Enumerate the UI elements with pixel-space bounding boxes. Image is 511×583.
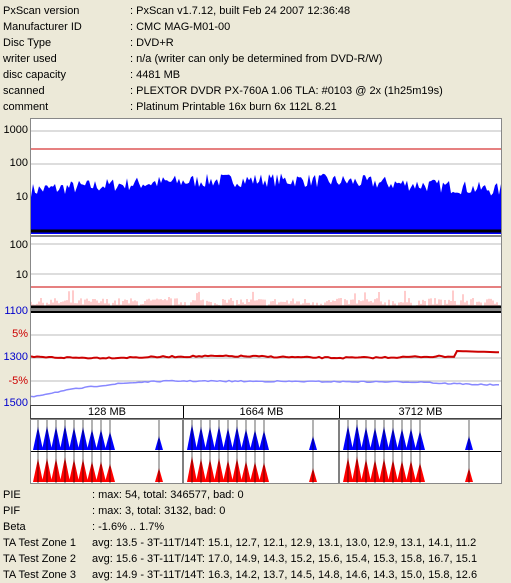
stat-key: Beta [3, 521, 26, 533]
info-key: Disc Type [3, 37, 52, 49]
info-row-capacity: disc capacity : 4481 MB [0, 67, 511, 83]
info-row-scanned: scanned : PLEXTOR DVDR PX-760A 1.06 TLA:… [0, 83, 511, 99]
jitter-graph [31, 311, 501, 398]
info-key: disc capacity [3, 69, 66, 81]
stat-row-beta: Beta : -1.6% .. 1.7% [0, 519, 511, 535]
info-value: : n/a (writer can only be determined fro… [130, 53, 383, 65]
pie-axis-label: 100 [9, 157, 28, 169]
zone-label: 1664 MB [239, 406, 284, 418]
zone-separator [339, 406, 340, 418]
beta-axis-label: 5% [12, 328, 28, 340]
zone-label: 3712 MB [398, 406, 443, 418]
info-value: : CMC MAG-M01-00 [130, 21, 231, 33]
info-key: Manufacturer ID [3, 21, 82, 33]
zone-separator [183, 406, 184, 418]
info-key: scanned [3, 85, 45, 97]
jitter-line [31, 379, 500, 398]
pie-plot [30, 118, 502, 236]
stat-value: : max: 3, total: 3132, bad: 0 [92, 505, 226, 517]
pif-graph [31, 243, 501, 309]
stat-key: TA Test Zone 1 [3, 537, 76, 549]
info-key: PxScan version [3, 5, 80, 17]
pie-axis-label: 1000 [3, 124, 28, 136]
pif-axis-label: 100 [9, 239, 28, 251]
stat-key: TA Test Zone 3 [3, 569, 76, 581]
beta-line [31, 349, 500, 360]
stat-row-pif: PIF : max: 3, total: 3132, bad: 0 [0, 503, 511, 519]
info-key: comment [3, 101, 49, 113]
stat-row-ta-zone-3: TA Test Zone 3 avg: 14.9 - 3T-11T/14T: 1… [0, 567, 511, 583]
info-value: : PLEXTOR DVDR PX-760A 1.06 TLA: #0103 @… [130, 85, 443, 97]
beta-axis-label: -5% [8, 375, 28, 387]
info-row-writer: writer used : n/a (writer can only be de… [0, 51, 511, 67]
ta-histogram [31, 420, 501, 483]
stat-key: PIF [3, 505, 21, 517]
stat-value: : max: 54, total: 346577, bad: 0 [92, 489, 244, 501]
stat-value: avg: 15.6 - 3T-11T/14T: 17.0, 14.9, 14.3… [92, 553, 478, 565]
info-value: : Platinum Printable 16x burn 6x 112L 8.… [130, 101, 337, 113]
pie-axis-label: 10 [15, 191, 28, 203]
jitter-plot [30, 310, 502, 406]
info-row-manufacturer: Manufacturer ID : CMC MAG-M01-00 [0, 19, 511, 35]
stat-row-ta-zone-1: TA Test Zone 1 avg: 13.5 - 3T-11T/14T: 1… [0, 535, 511, 551]
pif-plot [30, 236, 502, 310]
stat-value: avg: 14.9 - 3T-11T/14T: 16.3, 14.2, 13.7… [92, 569, 478, 581]
stat-key: TA Test Zone 2 [3, 553, 76, 565]
info-key: writer used [3, 53, 57, 65]
info-row-version: PxScan version : PxScan v1.7.12, built F… [0, 3, 511, 19]
zone-label: 128 MB [88, 406, 126, 418]
stat-value: avg: 13.5 - 3T-11T/14T: 15.1, 12.7, 12.1… [92, 537, 477, 549]
test-zone-bar: 128 MB 1664 MB 3712 MB [30, 405, 502, 419]
pif-axis-label: 10 [15, 269, 28, 281]
info-value: : DVD+R [130, 37, 174, 49]
stat-value: : -1.6% .. 1.7% [92, 521, 165, 533]
info-value: : 4481 MB [130, 69, 181, 81]
ta-histogram-plot [30, 419, 502, 484]
stat-row-pie: PIE : max: 54, total: 346577, bad: 0 [0, 487, 511, 503]
pie-fill [31, 173, 501, 234]
jitter-axis-label: 1500 [3, 397, 28, 409]
pie-graph [31, 130, 501, 234]
stat-key: PIE [3, 489, 21, 501]
jitter-axis-label: 1300 [3, 351, 28, 363]
info-value: : PxScan v1.7.12, built Feb 24 2007 12:3… [130, 5, 351, 17]
jitter-axis-label: 1100 [4, 305, 28, 317]
info-row-comment: comment : Platinum Printable 16x burn 6x… [0, 99, 511, 115]
stat-row-ta-zone-2: TA Test Zone 2 avg: 15.6 - 3T-11T/14T: 1… [0, 551, 511, 567]
info-row-disc-type: Disc Type : DVD+R [0, 35, 511, 51]
